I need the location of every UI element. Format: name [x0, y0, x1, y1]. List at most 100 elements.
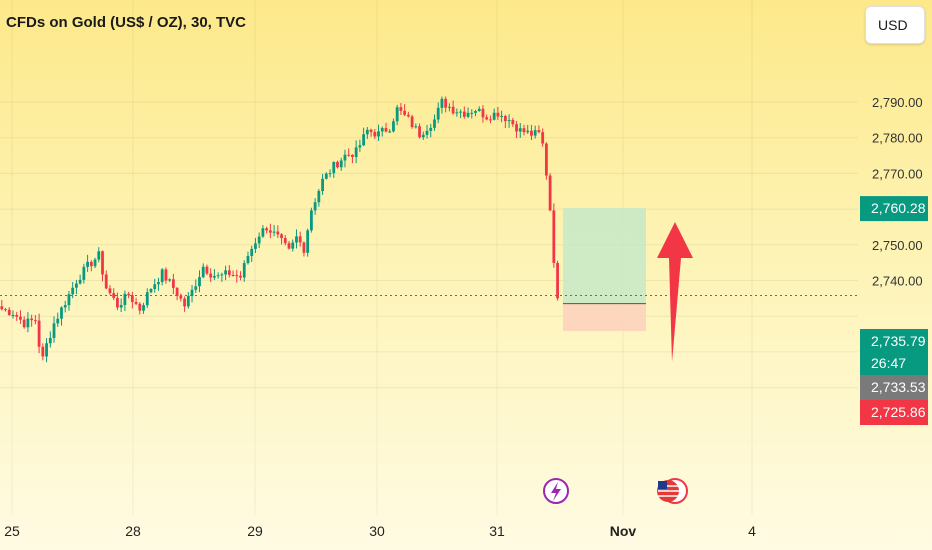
candle-body	[470, 112, 474, 114]
candle-body	[462, 111, 466, 117]
candle-body	[291, 242, 295, 249]
candle-body	[358, 145, 362, 148]
candle-body	[489, 119, 492, 121]
candle-body	[455, 112, 459, 114]
us-flag-event-icon[interactable]	[657, 478, 688, 504]
candle-body	[436, 107, 440, 120]
candle-body	[119, 304, 123, 308]
x-axis[interactable]: 25 28 29 30 31 Nov 4	[4, 523, 756, 539]
candle-body	[145, 292, 149, 306]
candle-body	[507, 120, 511, 122]
candle-body	[257, 236, 261, 244]
candle-body	[526, 130, 530, 133]
candle-body	[56, 318, 60, 324]
candle-body	[537, 130, 541, 133]
candle-body	[530, 130, 533, 136]
candle-body	[22, 319, 26, 328]
countdown-label: 26:47	[871, 355, 906, 371]
candle-body	[231, 274, 235, 276]
candle-body	[451, 106, 455, 114]
candle-body	[425, 130, 429, 135]
candle-body	[324, 173, 328, 179]
candle-body	[459, 111, 462, 113]
candle-body	[254, 243, 257, 249]
candle-body	[75, 283, 78, 288]
event-markers[interactable]	[543, 478, 688, 504]
price-tag-bg	[860, 329, 928, 375]
candle-body	[317, 191, 321, 203]
candle-body	[336, 162, 339, 168]
target-zone[interactable]	[563, 208, 646, 304]
candle-body	[48, 337, 52, 344]
candle-body	[384, 128, 388, 132]
candle-body	[313, 202, 317, 211]
x-tick-label: Nov	[610, 523, 637, 539]
candle-body	[406, 114, 410, 117]
candle-body	[477, 108, 481, 112]
candle-body	[112, 293, 116, 298]
candle-body	[332, 162, 336, 174]
candle-body	[552, 210, 556, 264]
candle-body	[97, 251, 101, 260]
candle-body	[421, 134, 425, 138]
candle-body	[179, 296, 183, 299]
candle-body	[104, 274, 108, 289]
candle-body	[339, 160, 343, 168]
candle-body	[250, 248, 254, 256]
candle-body	[328, 173, 332, 175]
candle-body	[0, 306, 4, 310]
candle-body	[485, 117, 489, 120]
candle-body	[78, 279, 82, 284]
arrow-up-icon[interactable]	[657, 222, 693, 362]
candle-body	[116, 297, 119, 308]
candle-body	[556, 263, 559, 299]
y-tick-label: 2,790.00	[872, 95, 923, 110]
y-tick-label: 2,750.00	[872, 238, 923, 253]
candle-body	[19, 316, 22, 320]
candle-body	[377, 131, 380, 137]
candle-body	[168, 279, 172, 281]
stop-zone[interactable]	[563, 303, 646, 331]
candle-body	[365, 129, 369, 135]
candle-body	[15, 315, 19, 317]
candle-body	[41, 346, 45, 357]
candle-body	[261, 228, 265, 237]
position-zones[interactable]	[563, 208, 646, 331]
candle-body	[362, 134, 366, 146]
candle-body	[533, 130, 537, 136]
candle-body	[410, 116, 414, 128]
candle-body	[190, 289, 194, 296]
candle-body	[265, 228, 269, 231]
candle-body	[500, 115, 504, 117]
candle-body	[444, 98, 448, 108]
y-tick-label: 2,740.00	[872, 274, 923, 289]
candle-body	[198, 277, 201, 287]
candle-body	[216, 275, 220, 277]
candle-body	[149, 289, 153, 293]
candle-body	[302, 242, 306, 253]
lightning-event-icon[interactable]	[543, 478, 569, 504]
candle-body	[429, 127, 433, 131]
candle-body	[194, 286, 198, 290]
y-tick-label: 2,780.00	[872, 131, 923, 146]
up-arrow-annotation[interactable]	[657, 222, 693, 362]
candle-body	[295, 236, 298, 243]
candle-body	[186, 295, 190, 307]
candle-body	[373, 132, 377, 137]
candle-body	[522, 128, 526, 133]
candle-body	[30, 318, 34, 321]
candle-body	[67, 294, 71, 306]
candle-body	[134, 302, 138, 304]
candle-body	[209, 273, 213, 278]
candle-body	[354, 147, 358, 157]
candle-body	[220, 274, 224, 276]
x-tick-label: 25	[4, 523, 20, 539]
candle-body	[440, 98, 444, 108]
candle-body	[63, 305, 67, 308]
candle-body	[541, 132, 545, 144]
candle-body	[37, 320, 41, 347]
candle-body	[71, 287, 75, 295]
currency-button[interactable]: USD	[865, 6, 925, 44]
